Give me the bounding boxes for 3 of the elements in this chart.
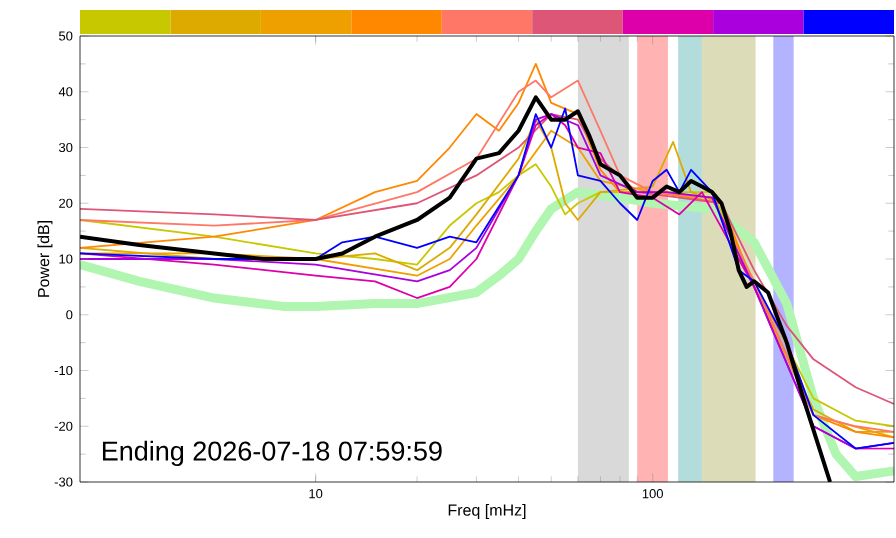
y-axis-title: Power [dB] [37,221,53,297]
annotation: Ending 2026-07-18 07:59:59 [102,440,442,466]
x-axis-title: Freq [mHz] [448,503,526,519]
